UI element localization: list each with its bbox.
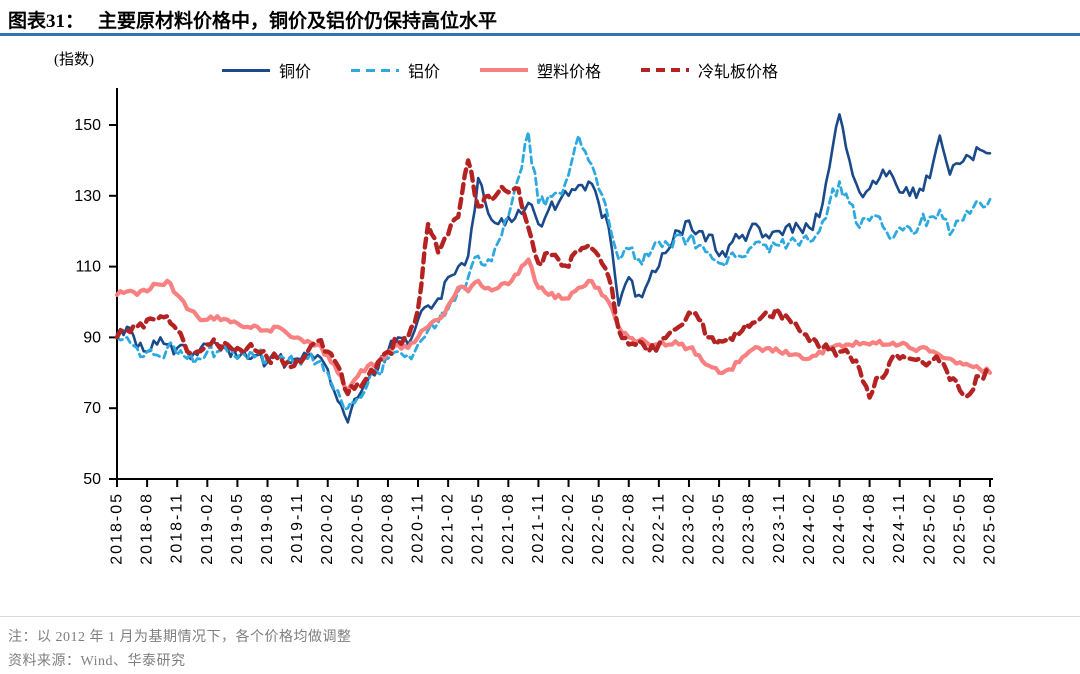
svg-text:70: 70	[83, 400, 101, 417]
svg-text:130: 130	[74, 188, 101, 205]
source-note: 资料来源：Wind、华泰研究	[8, 654, 186, 669]
svg-text:2023-05: 2023-05	[711, 492, 728, 565]
svg-text:2021-05: 2021-05	[470, 492, 487, 565]
y-axis-unit-label: (指数)	[54, 52, 94, 68]
svg-text:2019-08: 2019-08	[259, 492, 276, 565]
svg-text:2018-05: 2018-05	[109, 492, 126, 565]
legend-item-copper: 铜价	[222, 58, 311, 82]
figure-title-text: 主要原材料价格中，铜价及铝价仍保持高位水平	[98, 11, 498, 32]
svg-text:2019-11: 2019-11	[289, 492, 306, 564]
svg-text:150: 150	[74, 117, 101, 134]
svg-text:2021-02: 2021-02	[440, 492, 457, 565]
footnote: 注：以 2012 年 1 月为基期情况下，各个价格均做调整	[8, 630, 352, 645]
svg-text:110: 110	[75, 259, 101, 276]
svg-text:2025-05: 2025-05	[951, 492, 968, 565]
svg-text:2023-11: 2023-11	[771, 492, 788, 564]
title-underline-rule	[0, 33, 1080, 36]
svg-text:2024-05: 2024-05	[831, 492, 848, 565]
svg-text:2019-05: 2019-05	[229, 492, 246, 565]
svg-text:2023-02: 2023-02	[680, 492, 697, 565]
svg-text:2022-02: 2022-02	[560, 492, 577, 565]
svg-text:2018-11: 2018-11	[169, 492, 186, 564]
svg-text:2024-11: 2024-11	[891, 492, 908, 564]
svg-text:90: 90	[83, 329, 101, 346]
svg-text:2021-11: 2021-11	[530, 492, 547, 564]
svg-text:2024-02: 2024-02	[801, 492, 818, 565]
copper-line-icon	[222, 68, 270, 72]
svg-text:2024-08: 2024-08	[861, 492, 878, 565]
aluminum-line-icon	[351, 68, 400, 72]
svg-text:2021-08: 2021-08	[500, 492, 517, 565]
legend-item-plastic: 塑料价格	[480, 58, 601, 82]
legend-label-copper: 铜价	[279, 64, 312, 81]
figure-number: 图表31：	[8, 11, 85, 32]
page-title: 图表31： 主要原材料价格中，铜价及铝价仍保持高位水平	[8, 6, 497, 33]
legend-label-plastic: 塑料价格	[537, 64, 602, 81]
legend-item-aluminum: 铝价	[351, 58, 440, 82]
svg-text:2019-02: 2019-02	[199, 492, 216, 565]
svg-text:2018-08: 2018-08	[139, 492, 156, 565]
plastic-line-icon	[480, 68, 529, 72]
legend-label-cold-rolled: 冷轧板价格	[698, 64, 779, 81]
legend-label-aluminum: 铝价	[408, 64, 441, 81]
svg-text:2020-05: 2020-05	[349, 492, 366, 565]
footer-divider	[0, 616, 1080, 617]
svg-text:2020-11: 2020-11	[410, 492, 427, 564]
svg-text:2025-08: 2025-08	[982, 492, 999, 565]
svg-text:2023-08: 2023-08	[741, 492, 758, 565]
svg-text:2025-02: 2025-02	[921, 492, 938, 565]
chart-legend: 铜价 铝价 塑料价格 冷轧板价格	[222, 58, 778, 82]
svg-text:50: 50	[83, 471, 101, 488]
svg-text:2022-11: 2022-11	[650, 492, 667, 564]
legend-item-cold-rolled: 冷轧板价格	[641, 58, 778, 82]
svg-text:2020-02: 2020-02	[319, 492, 336, 565]
svg-text:2020-08: 2020-08	[379, 492, 396, 565]
svg-text:2022-08: 2022-08	[620, 492, 637, 565]
cold-rolled-line-icon	[641, 68, 690, 72]
svg-text:2022-05: 2022-05	[590, 492, 607, 565]
